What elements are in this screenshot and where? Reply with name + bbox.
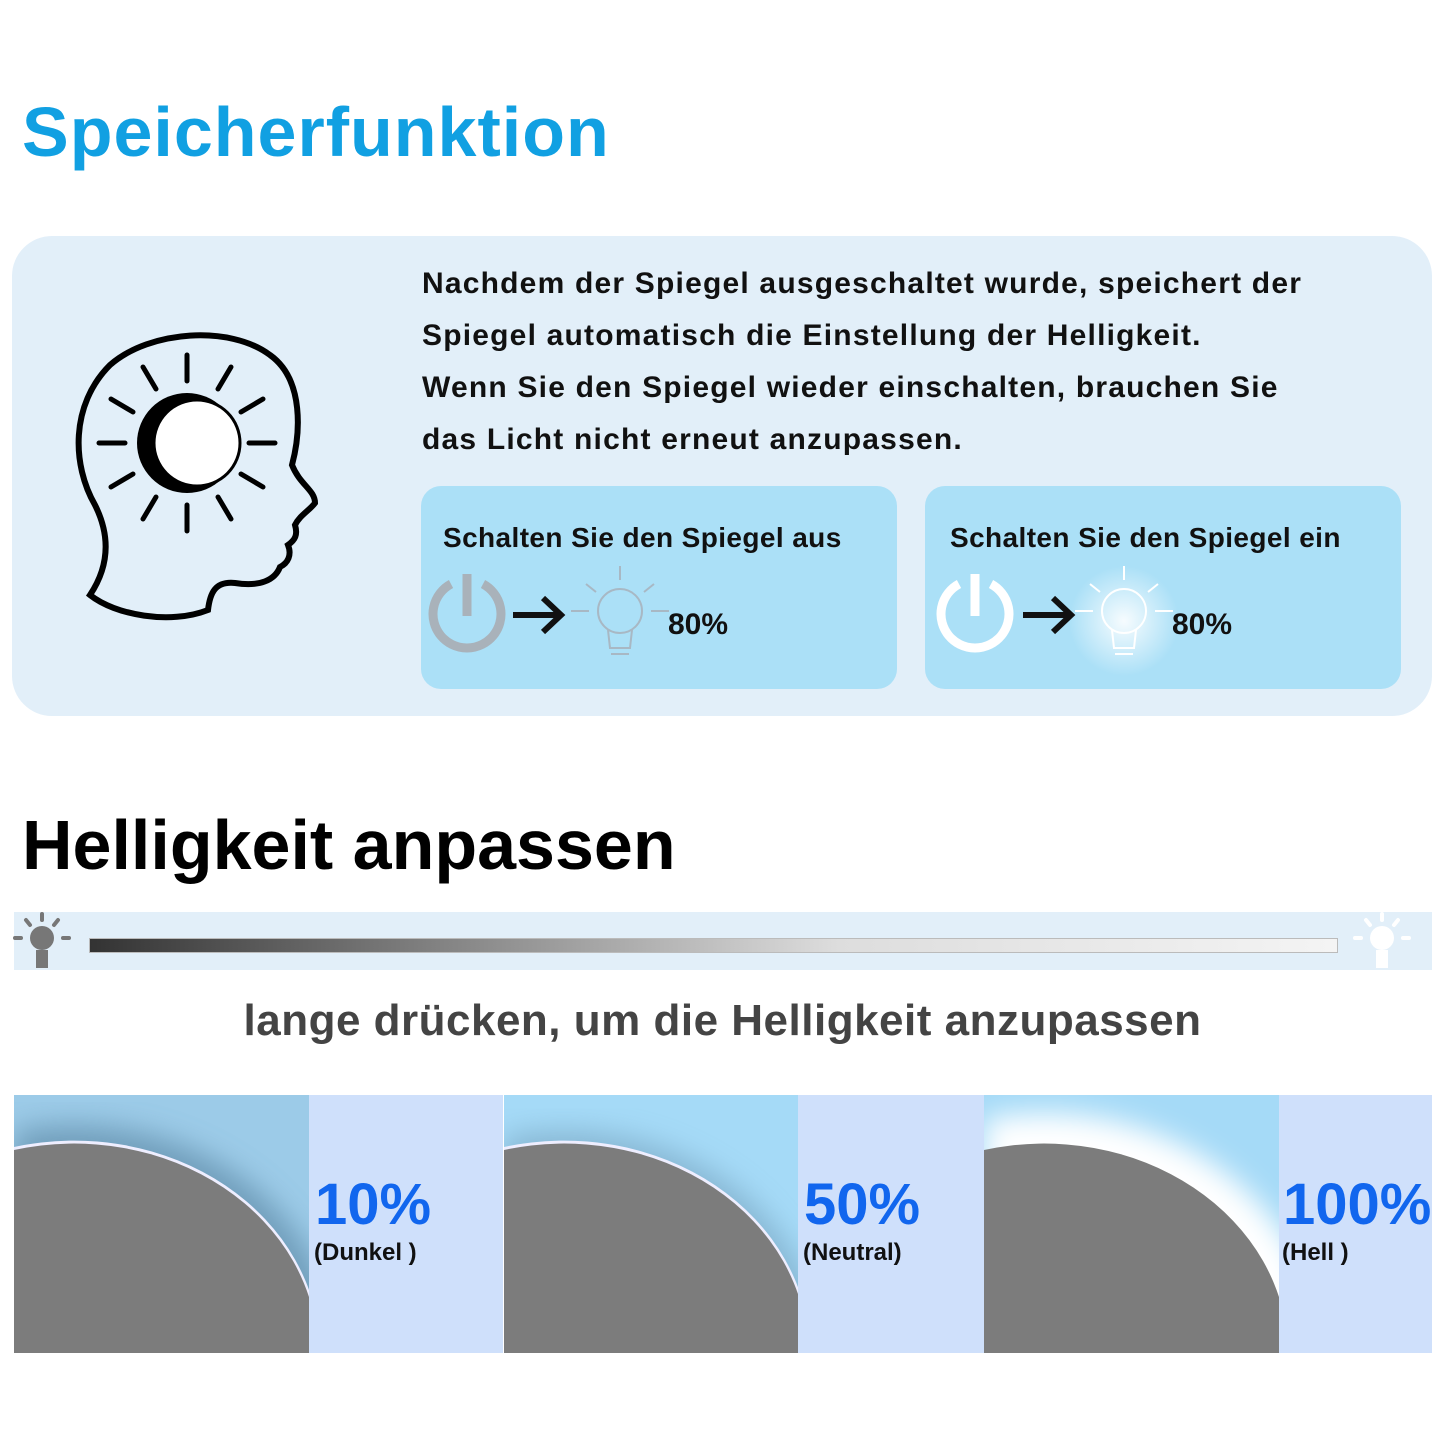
power-icon <box>428 574 506 653</box>
arrow-right-icon <box>513 595 566 635</box>
light-bulb-icon <box>1075 566 1173 655</box>
level-label-100: 100% (Hell ) <box>1279 1095 1432 1353</box>
level-label-10: 10% (Dunkel ) <box>309 1095 503 1353</box>
mirror-off-label: Schalten Sie den Spiegel aus <box>443 522 842 553</box>
level-percent: 50% <box>804 1172 921 1237</box>
mirror-glow-dark <box>14 1095 309 1353</box>
mirror-glow-bright <box>984 1095 1279 1353</box>
level-name: (Hell ) <box>1282 1239 1349 1266</box>
mirror-glow-neutral <box>504 1095 798 1353</box>
dim-bulb-icon <box>13 912 71 968</box>
level-name: (Neutral) <box>803 1239 902 1266</box>
off-brightness-value: 80% <box>668 608 729 641</box>
light-bulb-icon <box>571 566 669 655</box>
power-icon <box>936 574 1014 653</box>
level-label-50: 50% (Neutral) <box>798 1095 984 1353</box>
section-title-brightness: Helligkeit anpassen <box>22 806 676 884</box>
description-line: das Licht nicht erneut anzupassen. <box>422 423 963 456</box>
brightness-instruction: lange drücken, um die Helligkeit anzupas… <box>243 996 1202 1045</box>
level-percent: 10% <box>315 1172 432 1237</box>
bright-bulb-icon <box>1353 912 1411 968</box>
mirror-off-box: Schalten Sie den Spiegel aus 80% <box>421 486 897 689</box>
description-line: Nachdem der Spiegel ausgeschaltet wurde,… <box>422 267 1303 300</box>
level-percent: 100% <box>1283 1172 1432 1237</box>
power-to-bulb-icons <box>428 566 669 655</box>
description-line: Spiegel automatisch die Einstellung der … <box>422 319 1202 352</box>
power-to-bulb-icons <box>936 566 1179 676</box>
on-brightness-value: 80% <box>1172 608 1233 641</box>
brightness-gradient-bar[interactable] <box>89 938 1338 953</box>
arrow-right-icon <box>1023 595 1076 635</box>
mirror-on-box: Schalten Sie den Spiegel ein 80% <box>925 486 1401 689</box>
level-name: (Dunkel ) <box>314 1239 417 1266</box>
description-line: Wenn Sie den Spiegel wieder einschalten,… <box>422 371 1279 404</box>
head-with-sun-moon-icon <box>75 332 319 621</box>
section-title-memory: Speicherfunktion <box>22 93 610 171</box>
memory-description: Nachdem der Spiegel ausgeschaltet wurde,… <box>422 258 1422 466</box>
mirror-on-label: Schalten Sie den Spiegel ein <box>950 522 1341 553</box>
